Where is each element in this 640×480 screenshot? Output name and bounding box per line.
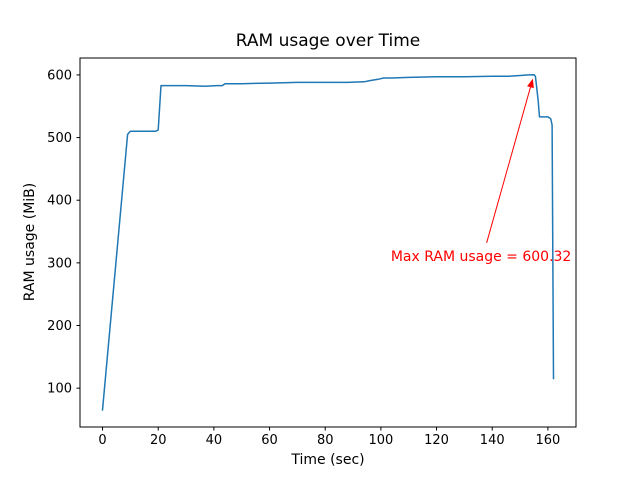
x-tick-label: 140 [480,433,505,448]
x-tick-label: 100 [368,433,393,448]
x-tick-label: 160 [535,433,560,448]
x-tick-label: 0 [98,433,106,448]
x-tick-label: 120 [424,433,449,448]
x-tick-label: 80 [317,433,334,448]
x-tick-label: 20 [150,433,167,448]
annotation-arrow [527,78,534,89]
x-axis-label: Time (sec) [291,452,365,468]
y-tick-label: 500 [47,131,72,146]
y-axis-label: RAM usage (MiB) [22,182,38,302]
x-tick-label: 40 [206,433,223,448]
y-tick-label: 400 [47,194,72,209]
ram-usage-line [101,73,555,411]
y-tick-label: 100 [47,382,72,397]
x-tick-label: 60 [261,433,278,448]
y-tick-label: 200 [47,319,72,334]
chart-title: RAM usage over Time [235,31,421,51]
max-annotation: Max RAM usage = 600.32 [390,249,572,266]
y-tick-label: 600 [47,68,72,83]
y-tick-label: 300 [47,256,72,271]
